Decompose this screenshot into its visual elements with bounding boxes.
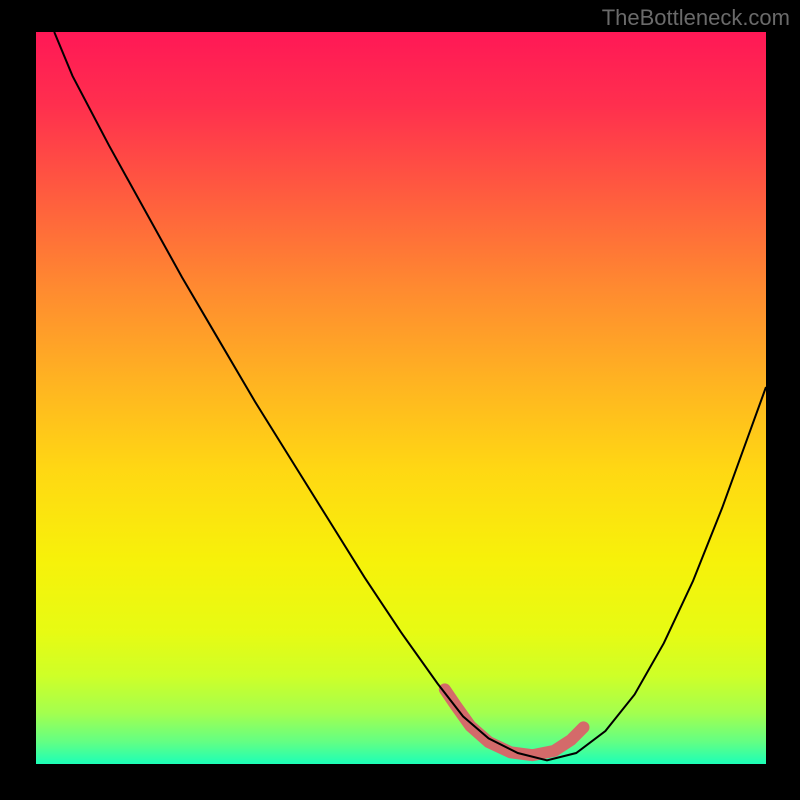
bottleneck-chart [0, 0, 800, 800]
watermark-label: TheBottleneck.com [602, 5, 790, 31]
